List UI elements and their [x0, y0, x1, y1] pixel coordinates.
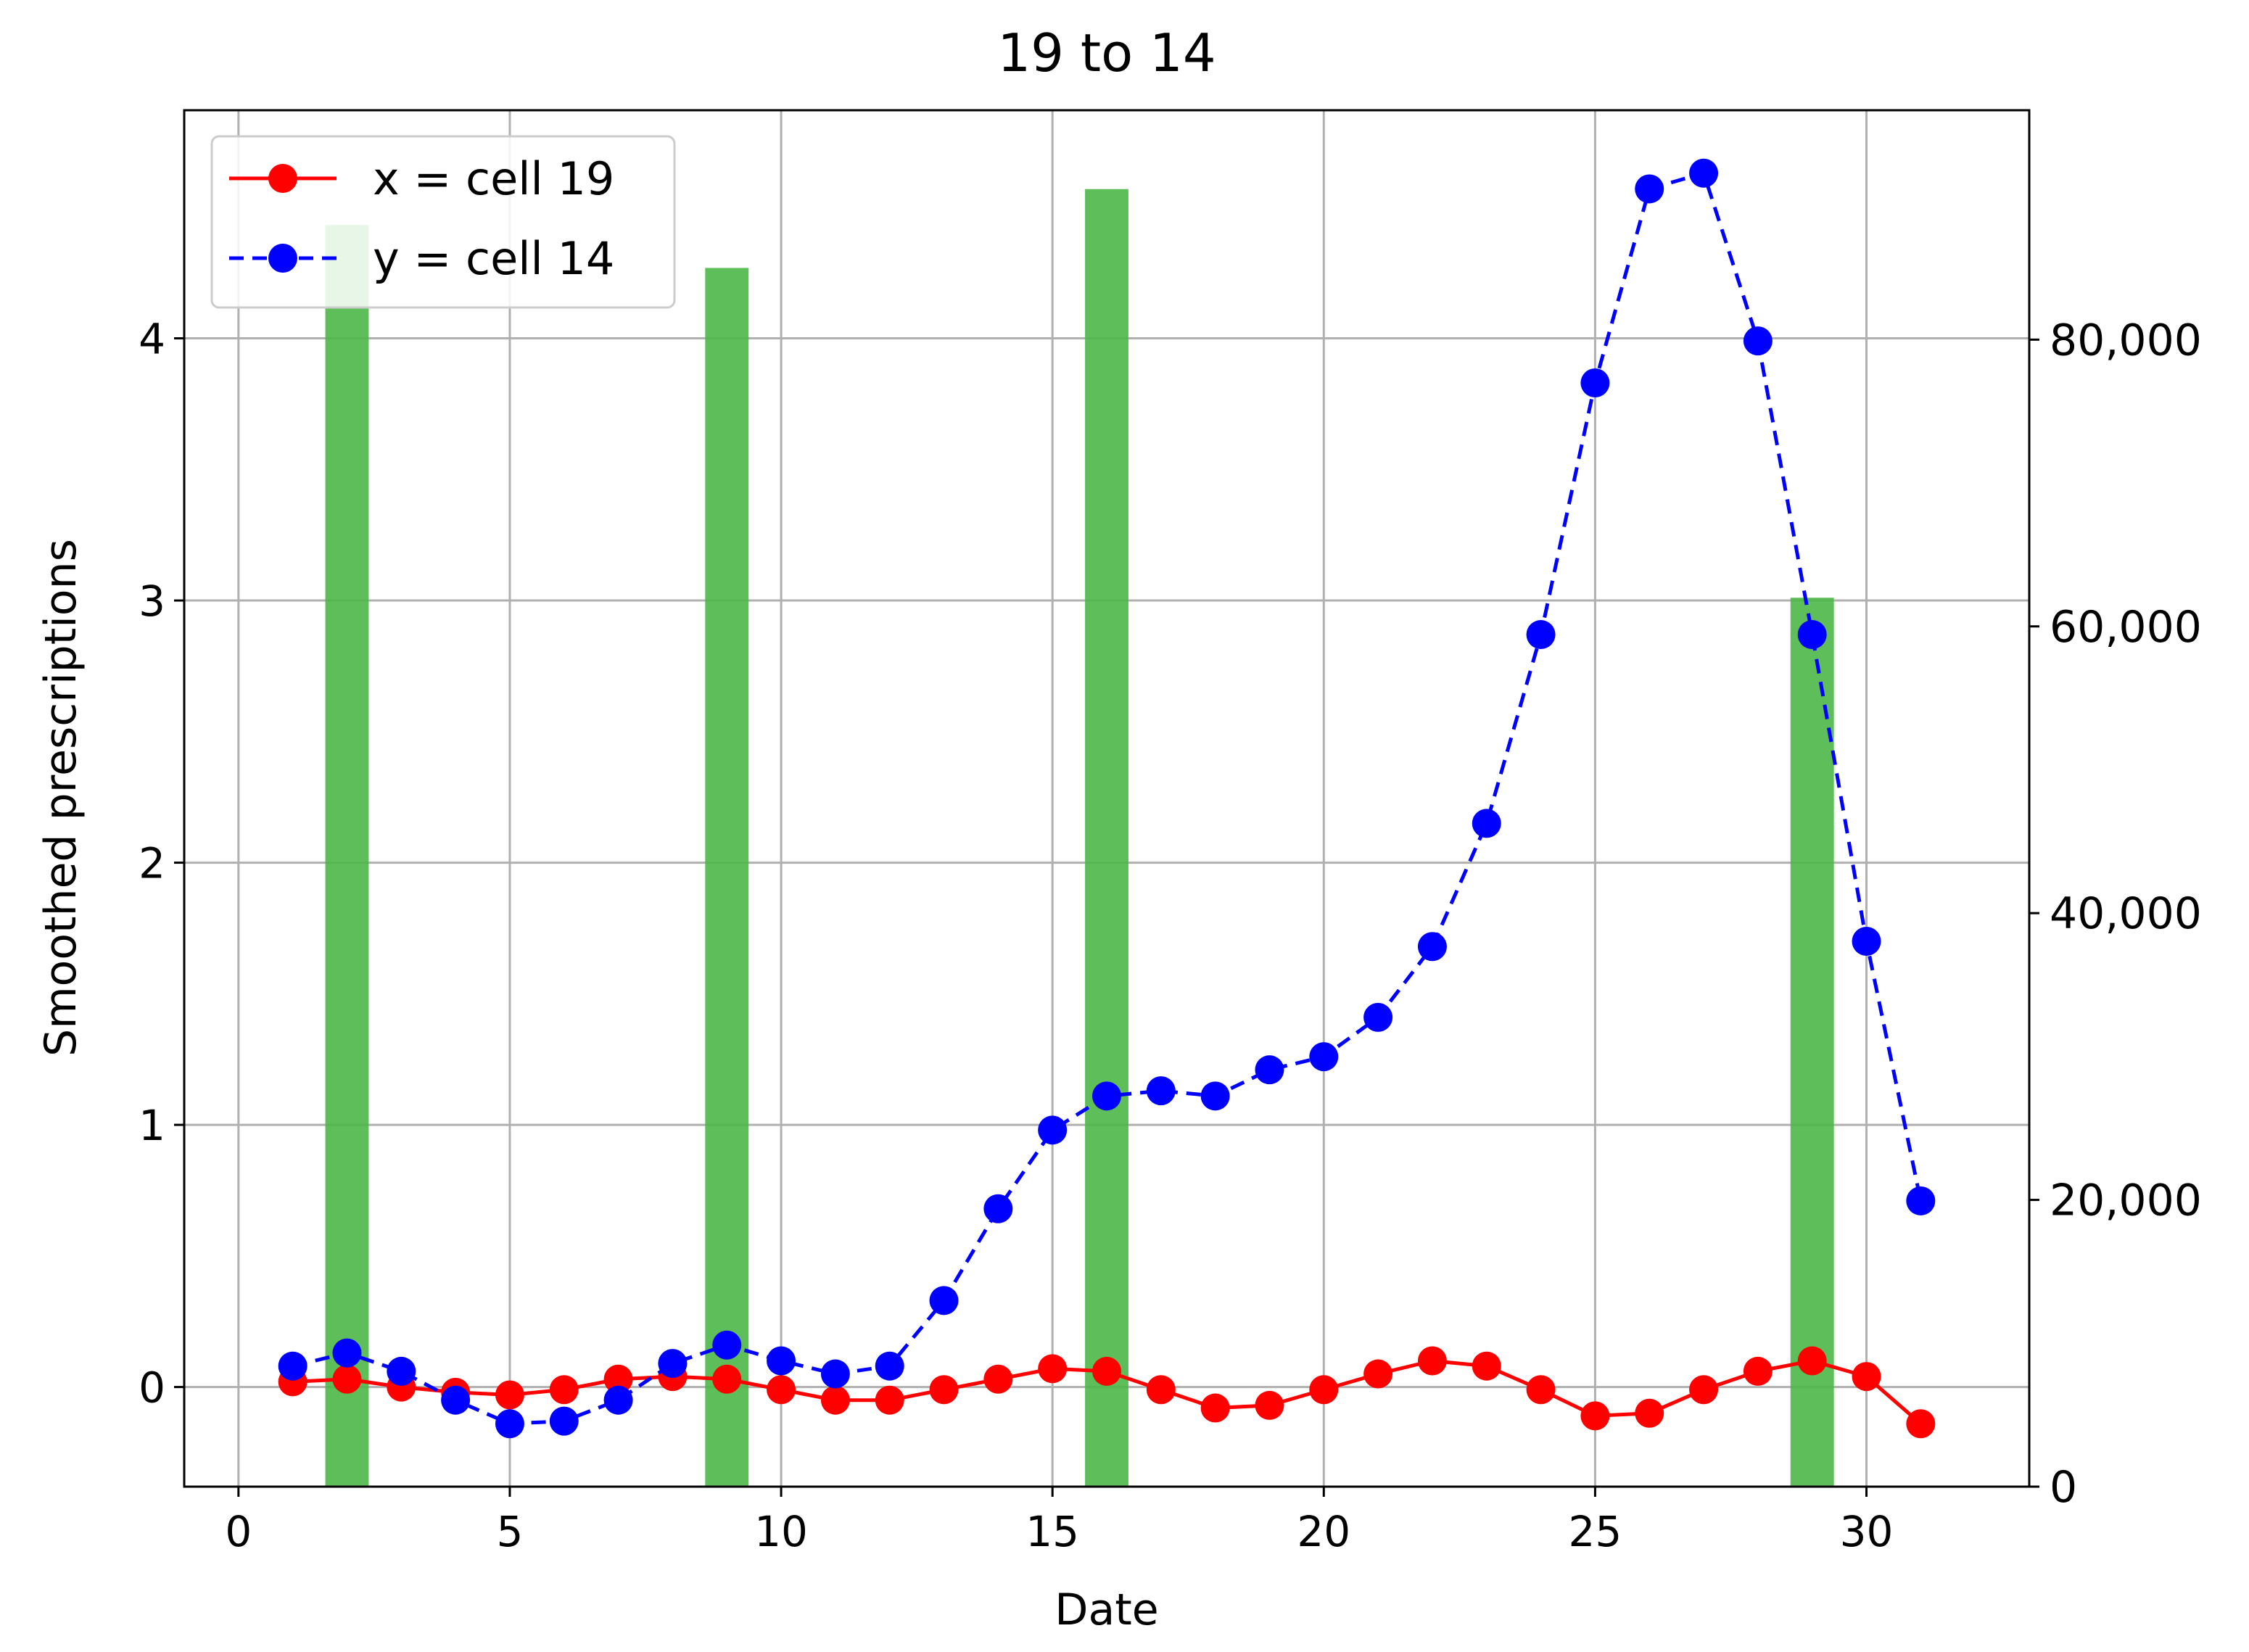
x-tick-label: 10	[754, 1507, 808, 1556]
series-point-2	[1038, 1115, 1068, 1145]
bar	[325, 225, 369, 1487]
series-point-1	[875, 1385, 904, 1415]
x-tick-label: 0	[225, 1507, 252, 1556]
series-point-2	[820, 1359, 850, 1389]
series-point-2	[1200, 1081, 1230, 1111]
series-point-1	[1200, 1393, 1230, 1423]
series-point-1	[983, 1364, 1013, 1394]
x-tick-label: 30	[1840, 1507, 1894, 1556]
series-point-2	[1526, 620, 1556, 650]
legend: x = cell 19 y = cell 14	[210, 135, 676, 309]
series-point-1	[929, 1375, 959, 1405]
series-point-1	[1743, 1356, 1773, 1386]
series-point-1	[1635, 1398, 1664, 1428]
x-tick-label: 20	[1297, 1507, 1350, 1556]
x-tick-label: 15	[1026, 1507, 1079, 1556]
series-point-1	[1526, 1375, 1556, 1405]
y-tick-label: 1	[139, 1101, 165, 1150]
series-point-2	[983, 1194, 1013, 1223]
chart-title: 19 to 14	[997, 22, 1216, 83]
series-point-2	[929, 1286, 959, 1316]
legend-label-series-1: x = cell 19	[373, 152, 614, 205]
x-tick-label: 25	[1569, 1507, 1622, 1556]
series-point-1	[1906, 1409, 1936, 1439]
series-point-2	[1417, 932, 1447, 962]
y-tick-label: 3	[139, 577, 165, 626]
tick-layer: 0 5 10 15 20 25 30 0 1 2 3 4 0 20,000 40,000 60,000 80,0…	[139, 315, 2202, 1556]
series-point-2	[387, 1356, 416, 1386]
series-layer	[278, 158, 1936, 1439]
bar	[705, 268, 749, 1487]
series-point-2	[1146, 1076, 1176, 1106]
x-tick-label: 5	[496, 1507, 523, 1556]
series-point-2	[1689, 158, 1719, 188]
series-point-1	[1146, 1375, 1176, 1405]
series-point-2	[1092, 1081, 1121, 1111]
series-point-2	[549, 1406, 579, 1436]
series-point-2	[1309, 1042, 1339, 1072]
series-point-1	[1309, 1375, 1339, 1405]
series-point-1	[1472, 1351, 1501, 1381]
y-tick-label: 0	[139, 1363, 165, 1413]
y-tick-label: 4	[139, 315, 165, 364]
series-point-1	[1255, 1390, 1284, 1420]
series-point-2	[1472, 809, 1501, 838]
series-point-2	[1580, 368, 1610, 397]
series-point-2	[603, 1385, 633, 1415]
series-point-1	[712, 1364, 742, 1394]
series-point-1	[767, 1375, 796, 1405]
y2-tick-label: 20,000	[2050, 1176, 2202, 1226]
series-point-1	[332, 1364, 362, 1394]
series-point-1	[1852, 1362, 1881, 1392]
series-point-2	[1906, 1186, 1936, 1215]
bar	[1085, 189, 1128, 1487]
series-point-2	[1852, 927, 1881, 957]
series-point-1	[1580, 1401, 1610, 1431]
y2-tick-label: 40,000	[2050, 888, 2202, 939]
series-point-2	[712, 1330, 742, 1360]
y2-tick-label: 80,000	[2050, 315, 2202, 365]
series-point-2	[767, 1346, 796, 1376]
series-point-2	[495, 1409, 524, 1439]
series-point-2	[875, 1351, 904, 1381]
series-point-1	[495, 1380, 524, 1410]
series-point-2	[441, 1385, 471, 1415]
legend-label-series-2: y = cell 14	[373, 232, 614, 285]
series-point-1	[1038, 1354, 1068, 1384]
y2-tick-label: 60,000	[2050, 602, 2202, 653]
y-axis-label: Smoothed prescriptions	[36, 539, 86, 1057]
bar	[1790, 598, 1834, 1487]
y2-tick-label: 0	[2050, 1462, 2077, 1513]
legend-marker-series-1	[268, 164, 297, 193]
series-point-2	[1797, 620, 1827, 650]
series-point-2	[658, 1349, 688, 1379]
legend-marker-series-2	[268, 244, 297, 273]
series-point-2	[1635, 174, 1664, 204]
bar-layer	[325, 189, 1834, 1487]
series-point-1	[1092, 1356, 1121, 1386]
series-point-1	[603, 1364, 633, 1394]
x-axis-label: Date	[1055, 1585, 1158, 1635]
series-point-1	[549, 1375, 579, 1405]
series-point-2	[332, 1338, 362, 1368]
series-point-2	[278, 1351, 308, 1381]
series-point-1	[1797, 1346, 1827, 1376]
plot-frame	[183, 109, 2031, 1488]
series-point-2	[1363, 1002, 1393, 1032]
series-point-1	[1417, 1346, 1447, 1376]
series-point-2	[1743, 326, 1773, 356]
series-point-1	[1689, 1375, 1719, 1405]
series-point-2	[1255, 1055, 1284, 1085]
series-point-1	[820, 1385, 850, 1415]
series-point-1	[1363, 1359, 1393, 1389]
y-tick-label: 2	[139, 839, 165, 888]
